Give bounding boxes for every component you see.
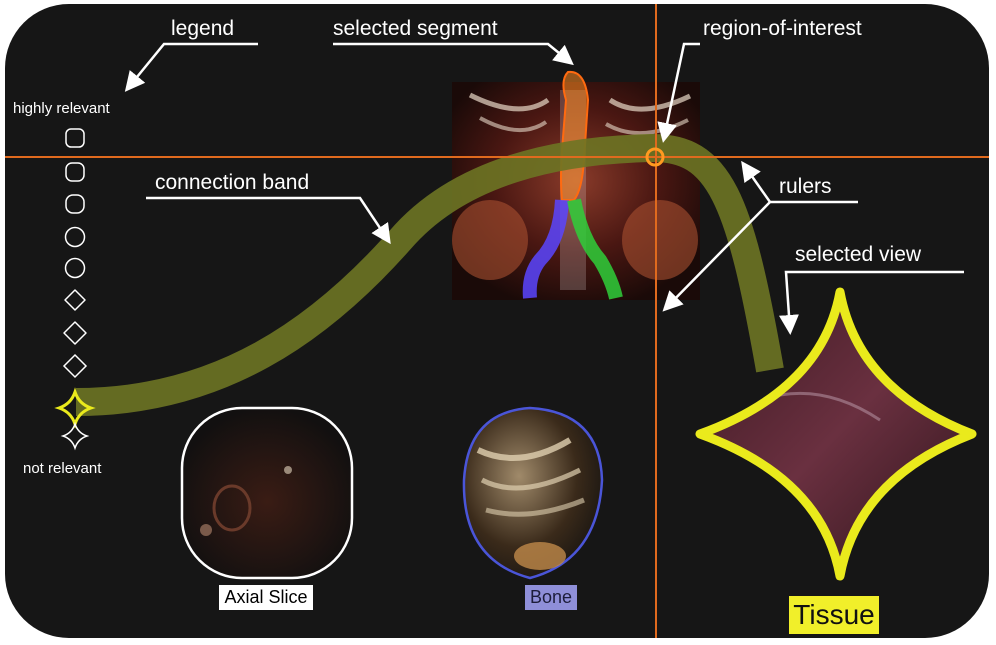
legend-glyph <box>65 194 85 214</box>
axial-slice-label[interactable]: Axial Slice <box>219 585 313 610</box>
diagram-graphics <box>5 4 989 638</box>
legend-glyphs <box>54 128 96 451</box>
legend-top-label: highly relevant <box>13 100 110 117</box>
bone-label[interactable]: Bone <box>525 585 577 610</box>
vessel-right-branch[interactable] <box>567 198 623 300</box>
legend-glyph <box>64 226 86 248</box>
region-of-interest-marker[interactable] <box>645 147 665 167</box>
legend-glyph <box>65 162 85 182</box>
legend-glyph <box>65 128 85 148</box>
legend-glyph <box>60 421 90 451</box>
axial-slice-view[interactable] <box>180 406 354 580</box>
region-of-interest-callout: region-of-interest <box>703 17 862 40</box>
legend-glyph <box>62 353 88 379</box>
bone-view[interactable] <box>462 406 604 580</box>
rulers-callout: rulers <box>779 175 832 198</box>
connection-band-callout: connection band <box>155 171 310 194</box>
selected-view-callout: selected view <box>795 243 922 266</box>
legend-glyph <box>64 289 86 311</box>
tissue-view[interactable] <box>695 287 977 581</box>
vessel-left-branch[interactable] <box>522 199 569 299</box>
connection-band[interactable] <box>75 133 784 416</box>
callout-lines <box>124 42 964 335</box>
legend-glyph <box>63 321 87 345</box>
legend-bottom-label: not relevant <box>23 460 102 477</box>
visualization-canvas: legend selected segment region-of-intere… <box>5 4 989 638</box>
selected-segment-callout: selected segment <box>333 17 498 40</box>
legend-callout: legend <box>171 17 235 40</box>
tissue-label[interactable]: Tissue <box>789 596 879 634</box>
legend-glyph <box>64 257 86 279</box>
